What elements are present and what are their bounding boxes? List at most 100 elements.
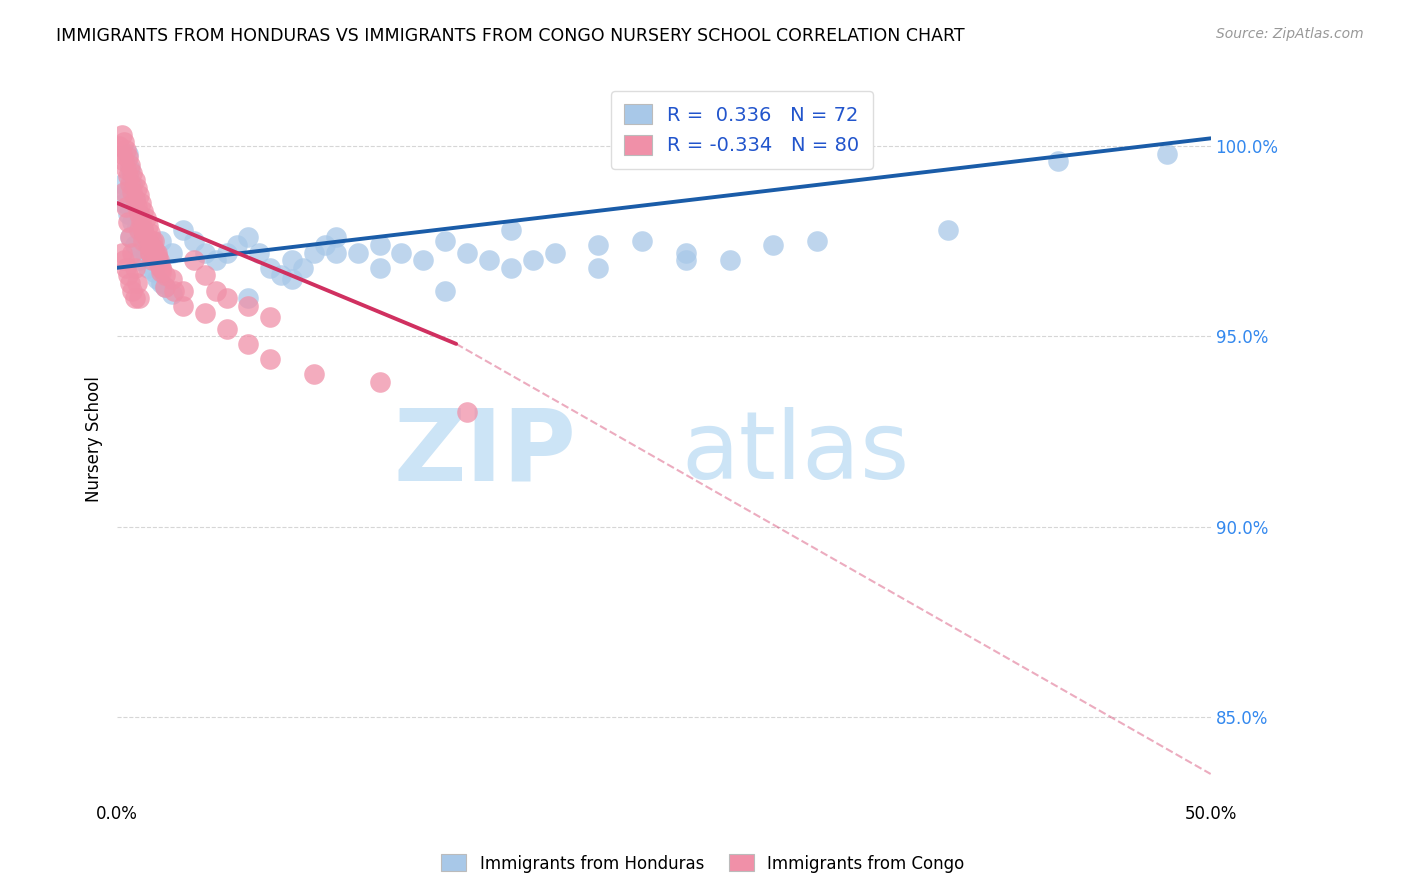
- Point: [139, 238, 162, 252]
- Point: [499, 222, 522, 236]
- Point: [139, 227, 162, 241]
- Point: [259, 352, 281, 367]
- Point: [124, 173, 146, 187]
- Point: [124, 192, 146, 206]
- Point: [302, 245, 325, 260]
- Point: [128, 207, 150, 221]
- Point: [120, 276, 142, 290]
- Point: [281, 272, 304, 286]
- Point: [120, 158, 142, 172]
- Legend: Immigrants from Honduras, Immigrants from Congo: Immigrants from Honduras, Immigrants fro…: [434, 847, 972, 880]
- Point: [543, 245, 565, 260]
- Point: [368, 260, 391, 275]
- Point: [412, 253, 434, 268]
- Point: [115, 260, 138, 275]
- Point: [110, 245, 132, 260]
- Point: [128, 253, 150, 268]
- Point: [132, 222, 155, 236]
- Point: [148, 257, 170, 271]
- Point: [136, 238, 159, 252]
- Point: [108, 139, 131, 153]
- Point: [155, 280, 177, 294]
- Point: [302, 368, 325, 382]
- Point: [117, 215, 139, 229]
- Point: [125, 181, 148, 195]
- Text: ZIP: ZIP: [394, 405, 576, 502]
- Point: [120, 161, 142, 176]
- Point: [125, 200, 148, 214]
- Point: [148, 253, 170, 268]
- Point: [163, 284, 186, 298]
- Point: [281, 253, 304, 268]
- Point: [110, 177, 132, 191]
- Point: [314, 238, 336, 252]
- Point: [117, 207, 139, 221]
- Point: [112, 196, 135, 211]
- Point: [145, 253, 167, 268]
- Point: [238, 291, 260, 305]
- Point: [141, 253, 163, 268]
- Point: [143, 264, 166, 278]
- Point: [129, 242, 152, 256]
- Point: [631, 234, 654, 248]
- Point: [110, 128, 132, 142]
- Point: [139, 245, 162, 260]
- Point: [368, 375, 391, 389]
- Point: [128, 207, 150, 221]
- Point: [522, 253, 544, 268]
- Point: [125, 219, 148, 233]
- Point: [117, 268, 139, 283]
- Point: [145, 249, 167, 263]
- Point: [145, 253, 167, 268]
- Point: [129, 196, 152, 211]
- Point: [806, 234, 828, 248]
- Point: [117, 150, 139, 164]
- Point: [115, 161, 138, 176]
- Point: [215, 291, 238, 305]
- Point: [132, 222, 155, 236]
- Point: [172, 284, 194, 298]
- Point: [368, 238, 391, 252]
- Point: [194, 245, 217, 260]
- Point: [204, 284, 226, 298]
- Point: [292, 260, 315, 275]
- Point: [183, 253, 205, 268]
- Point: [194, 306, 217, 320]
- Point: [132, 234, 155, 248]
- Point: [718, 253, 741, 268]
- Point: [132, 234, 155, 248]
- Point: [139, 238, 162, 252]
- Point: [391, 245, 413, 260]
- Point: [117, 169, 139, 184]
- Point: [172, 222, 194, 236]
- Point: [226, 238, 249, 252]
- Point: [121, 165, 143, 179]
- Point: [204, 253, 226, 268]
- Point: [172, 299, 194, 313]
- Point: [143, 234, 166, 248]
- Point: [132, 203, 155, 218]
- Point: [139, 245, 162, 260]
- Point: [238, 337, 260, 351]
- Point: [143, 242, 166, 256]
- Point: [160, 287, 183, 301]
- Point: [117, 146, 139, 161]
- Point: [259, 310, 281, 325]
- Point: [124, 192, 146, 206]
- Point: [124, 291, 146, 305]
- Point: [120, 177, 142, 191]
- Point: [120, 230, 142, 244]
- Point: [238, 230, 260, 244]
- Point: [456, 405, 478, 419]
- Point: [121, 215, 143, 229]
- Point: [247, 245, 270, 260]
- Point: [1046, 154, 1069, 169]
- Point: [128, 291, 150, 305]
- Point: [270, 268, 292, 283]
- Point: [183, 234, 205, 248]
- Point: [120, 230, 142, 244]
- Point: [141, 234, 163, 248]
- Point: [478, 253, 501, 268]
- Point: [112, 253, 135, 268]
- Point: [346, 245, 368, 260]
